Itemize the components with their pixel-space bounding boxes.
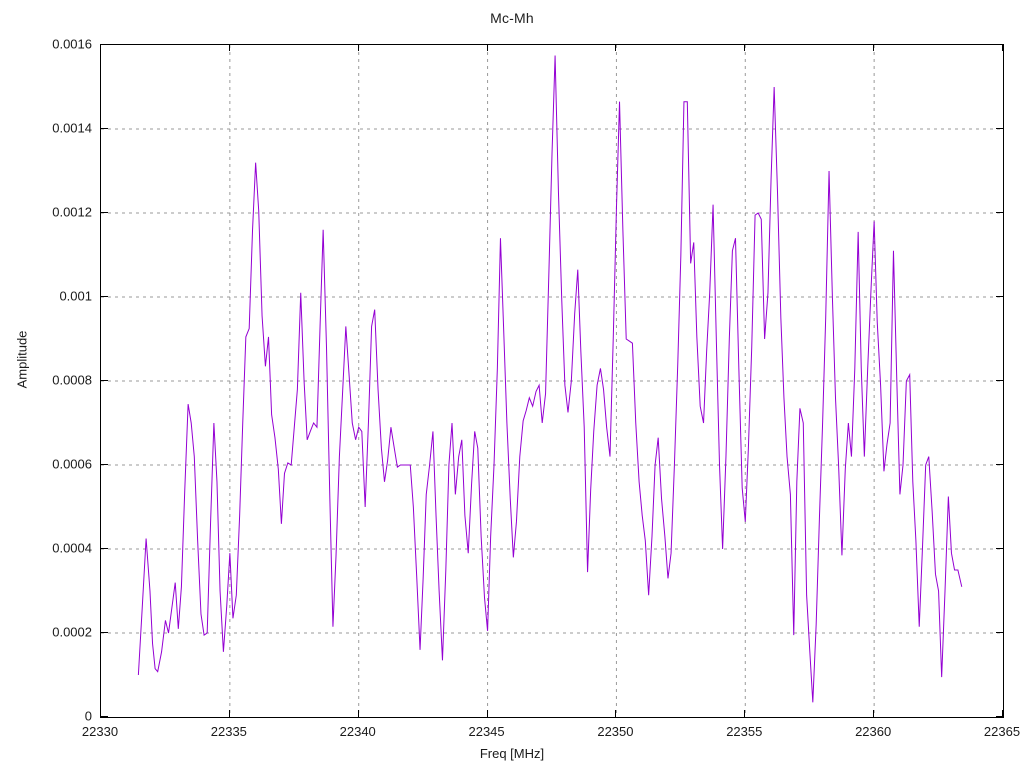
y-tick-mark (101, 632, 108, 633)
y-tick-mark-right (996, 716, 1003, 717)
plot-canvas (101, 45, 1003, 717)
x-tick-mark (486, 710, 488, 717)
y-tick-mark (101, 548, 108, 549)
x-tick-label: 22360 (855, 724, 892, 739)
chart-title: Mc-Mh (490, 10, 534, 26)
y-tick-mark (101, 44, 108, 45)
y-tick-mark (101, 212, 108, 213)
y-tick-label: 0.0014 (52, 120, 92, 136)
y-tick-mark-right (996, 128, 1003, 129)
x-tick-mark (1002, 710, 1003, 717)
x-tick-label: 22365 (983, 724, 1021, 739)
y-tick-mark-right (996, 548, 1003, 549)
y-tick-mark-right (996, 44, 1003, 45)
y-tick-mark (101, 716, 108, 717)
y-gridlines (101, 128, 1003, 634)
x-tick-mark-top (744, 44, 746, 51)
data-series-group (137, 55, 963, 703)
y-tick-mark (101, 128, 108, 129)
x-tick-mark-top (228, 44, 230, 51)
y-tick-label: 0.0006 (52, 456, 92, 472)
x-tick-mark (228, 710, 230, 717)
x-tick-label: 22335 (210, 724, 247, 739)
x-tick-mark (357, 710, 359, 717)
x-tick-label: 22340 (339, 724, 376, 739)
x-tick-label: 22350 (597, 724, 634, 739)
x-tick-mark-top (873, 44, 875, 51)
x-tick-mark (744, 710, 746, 717)
y-tick-label: 0.001 (59, 288, 92, 304)
x-tick-mark-top (486, 44, 488, 51)
plot-area (100, 44, 1004, 718)
y-tick-mark-right (996, 380, 1003, 381)
y-tick-mark (101, 296, 108, 297)
data-line-0 (137, 55, 963, 703)
y-axis-label: Amplitude (14, 330, 30, 389)
x-axis-label: Freq [MHz] (479, 746, 545, 761)
x-tick-label: 22355 (726, 724, 763, 739)
y-tick-mark (101, 464, 108, 465)
y-tick-mark-right (996, 296, 1003, 297)
x-tick-mark-top (357, 44, 359, 51)
x-tick-mark (100, 710, 101, 717)
y-tick-mark-right (996, 464, 1003, 465)
y-tick-label: 0 (84, 708, 92, 724)
y-tick-mark-right (996, 212, 1003, 213)
x-tick-mark-top (615, 44, 617, 51)
y-tick-label: 0.0008 (52, 372, 92, 388)
x-tick-label: 22330 (81, 724, 119, 739)
x-tick-mark (615, 710, 617, 717)
y-tick-label: 0.0016 (52, 36, 92, 52)
x-tick-mark-top (100, 44, 101, 51)
y-tick-label: 0.0012 (52, 204, 92, 220)
x-tick-label: 22345 (468, 724, 505, 739)
x-tick-mark-top (1002, 44, 1003, 51)
x-tick-mark (873, 710, 875, 717)
y-tick-label: 0.0004 (52, 540, 92, 556)
y-tick-mark (101, 380, 108, 381)
y-tick-mark-right (996, 632, 1003, 633)
y-tick-label: 0.0002 (52, 624, 92, 640)
